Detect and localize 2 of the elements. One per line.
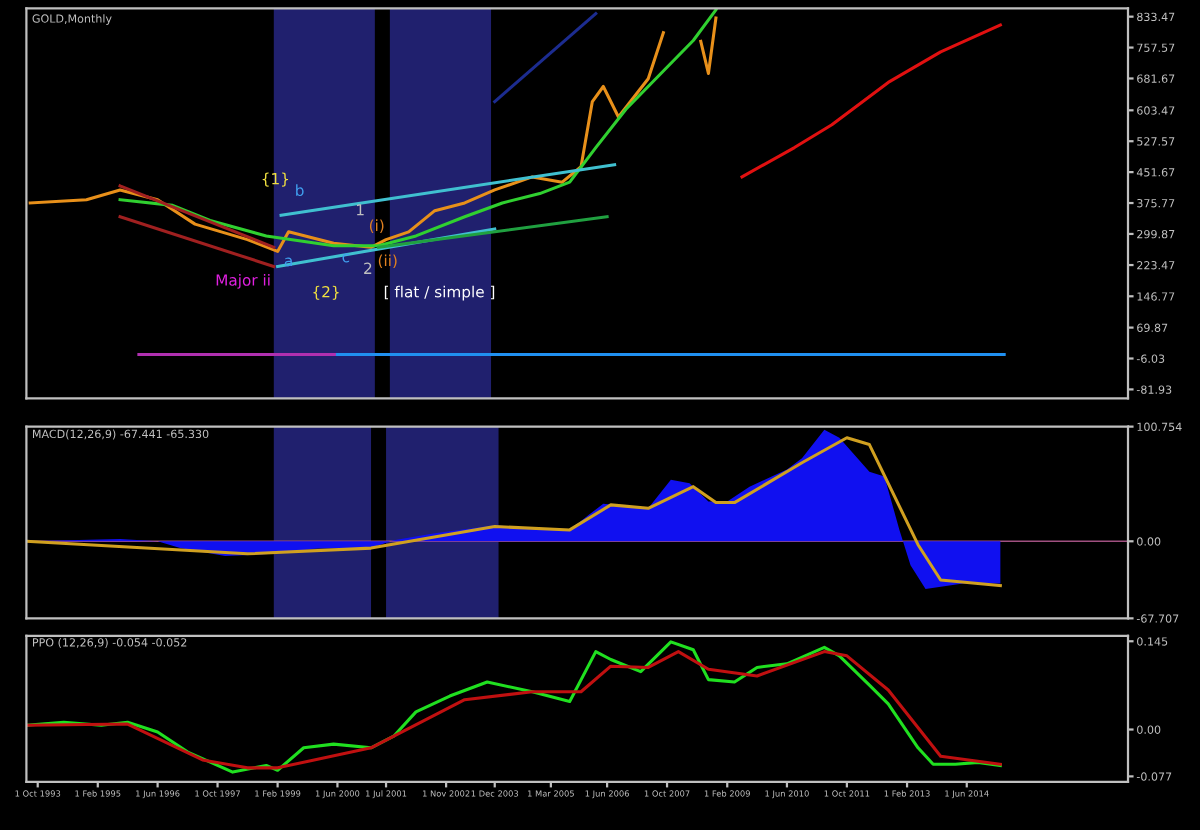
line-series [740, 23, 1002, 179]
line-series [118, 8, 718, 248]
